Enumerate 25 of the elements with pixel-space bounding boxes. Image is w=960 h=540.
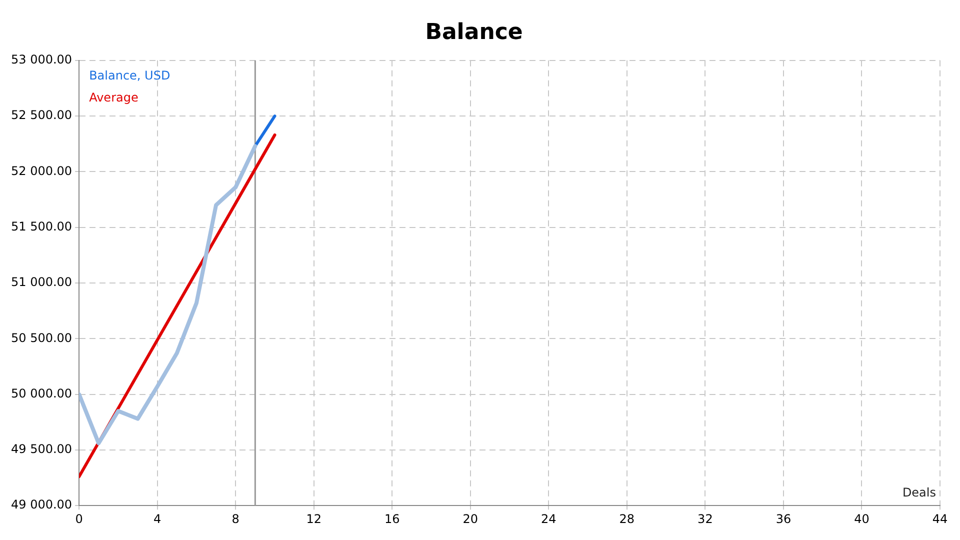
x-tick-label: 20 <box>462 512 478 526</box>
x-tick-label: 8 <box>232 512 240 526</box>
x-tick-label: 0 <box>75 512 83 526</box>
x-tick-label: 28 <box>619 512 635 526</box>
x-tick-label: 36 <box>776 512 792 526</box>
y-tick-label: 53 000.00 <box>10 52 72 67</box>
y-tick-label: 51 000.00 <box>10 275 72 290</box>
x-tick-label: 16 <box>384 512 400 526</box>
text: Average <box>89 90 138 105</box>
x-tick-label: 24 <box>541 512 556 526</box>
y-tick-label: 50 500.00 <box>10 330 72 345</box>
y-tick-label: 52 500.00 <box>10 108 72 122</box>
y-tick-label: 50 000.00 <box>10 386 72 400</box>
x-tick-label: 12 <box>306 512 322 526</box>
x-tick-label: 32 <box>698 512 713 526</box>
text: Balance, USD <box>89 68 170 83</box>
chart-title: Balance <box>425 20 523 45</box>
x-axis-title: Deals <box>902 486 936 500</box>
x-tick-label: 44 <box>932 512 948 526</box>
y-tick-label: 51 500.00 <box>10 219 72 234</box>
x-tick-label: 4 <box>154 512 162 526</box>
y-tick-label: 49 000.00 <box>10 498 72 512</box>
x-tick-label: 40 <box>854 512 870 526</box>
y-tick-label: 52 000.00 <box>10 164 72 178</box>
y-tick-label: 49 500.00 <box>10 442 72 456</box>
